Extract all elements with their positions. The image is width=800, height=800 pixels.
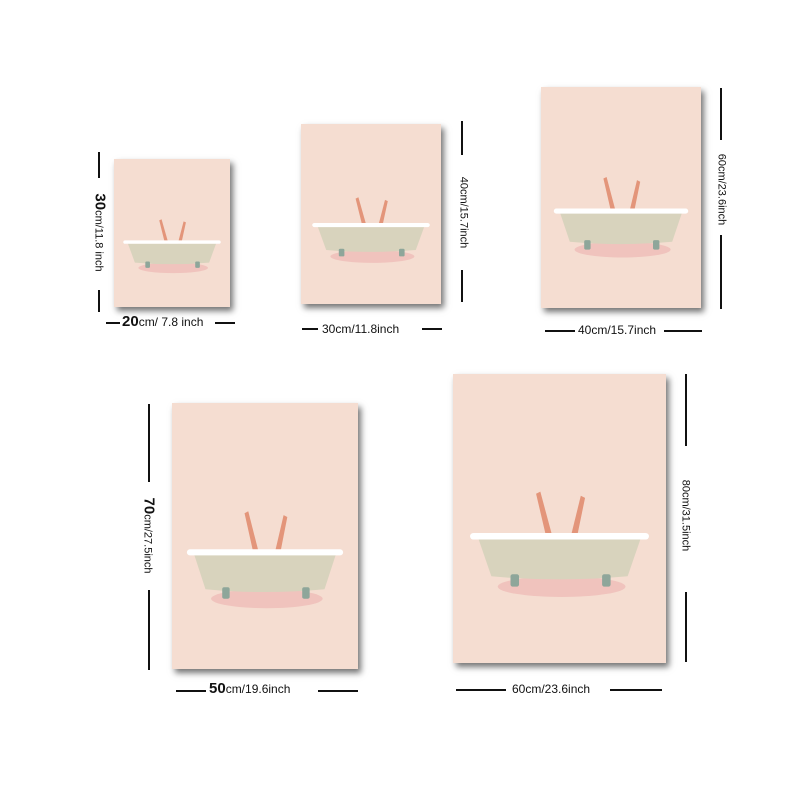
poster-60x80	[453, 374, 666, 663]
width-dimension-line-right	[215, 322, 235, 324]
right-leg	[274, 515, 288, 555]
right-leg	[629, 180, 641, 214]
height-dimension-label: 30cm/11.8 inch	[91, 193, 109, 272]
height-dimension-line-bottom	[148, 590, 150, 670]
height-dimension-label: 80cm/31.5inch	[679, 479, 692, 552]
width-dimension-label: 50cm/19.6inch	[209, 680, 291, 697]
right-leg	[177, 221, 186, 244]
poster-40x60	[541, 87, 701, 308]
left-leg	[159, 219, 169, 244]
width-dimension-label: 20cm/ 7.8 inch	[122, 313, 204, 330]
height-dimension-line-top	[720, 88, 722, 140]
bathtub-illustration	[470, 491, 649, 597]
width-dimension-line-right	[422, 328, 442, 330]
floor-shadow	[497, 576, 626, 597]
bathtub-foot	[602, 574, 611, 587]
poster-30x40	[301, 124, 441, 304]
width-dimension-line-left	[456, 689, 506, 691]
width-dimension-label: 60cm/23.6inch	[512, 682, 591, 696]
height-dimension-label: 70cm/27.5inch	[140, 497, 158, 574]
height-dimension-line-bottom	[685, 592, 687, 662]
width-dimension-line-right	[318, 690, 358, 692]
right-leg	[378, 199, 388, 227]
height-dimension-line-top	[148, 404, 150, 482]
width-dimension-label: 30cm/11.8inch	[322, 322, 400, 336]
bathtub-foot	[302, 587, 310, 599]
floor-shadow	[574, 241, 671, 258]
bathtub-foot	[510, 574, 520, 587]
bathtub-illustration	[553, 176, 689, 258]
poster-20x30	[114, 159, 230, 307]
left-leg	[603, 176, 617, 214]
bathtub-rim	[186, 549, 344, 556]
bathtub-body	[478, 539, 641, 580]
bathtub-body	[127, 243, 217, 265]
bathtub-body	[317, 226, 425, 252]
width-dimension-line-left	[176, 690, 206, 692]
height-dimension-line-bottom	[98, 290, 100, 312]
bathtub-illustration	[186, 511, 344, 609]
right-leg	[570, 495, 586, 540]
bathtub-foot	[195, 261, 200, 268]
height-dimension-line-bottom	[461, 270, 463, 302]
height-dimension-label: 40cm/15.7inch	[457, 176, 470, 249]
height-dimension-line-top	[98, 152, 100, 178]
floor-shadow	[211, 589, 323, 609]
width-dimension-line-right	[664, 330, 702, 332]
height-dimension-line-bottom	[720, 235, 722, 309]
floor-shadow	[138, 262, 208, 274]
bathtub-body	[560, 213, 682, 245]
height-dimension-label: 60cm/23.6inch	[715, 153, 728, 226]
bathtub-body	[194, 555, 336, 593]
bathtub-foot	[399, 248, 405, 257]
bathtub-illustration	[312, 197, 430, 263]
bathtub-rim	[553, 208, 689, 214]
bathtub-foot	[584, 240, 591, 250]
bathtub-foot	[222, 587, 230, 599]
width-dimension-line-left	[302, 328, 318, 330]
left-leg	[536, 491, 554, 540]
width-dimension-label: 40cm/15.7inch	[578, 323, 657, 337]
width-dimension-line-left	[106, 322, 120, 324]
bathtub-illustration	[123, 219, 221, 274]
floor-shadow	[330, 250, 415, 263]
bathtub-foot	[338, 248, 345, 257]
left-leg	[355, 197, 367, 227]
bathtub-rim	[123, 240, 221, 244]
height-dimension-line-top	[685, 374, 687, 446]
width-dimension-line-left	[545, 330, 575, 332]
width-dimension-line-right	[610, 689, 662, 691]
height-dimension-line-top	[461, 121, 463, 155]
bathtub-foot	[145, 261, 150, 268]
poster-50x70	[172, 403, 358, 669]
bathtub-foot	[653, 240, 660, 250]
left-leg	[244, 511, 260, 555]
bathtub-rim	[312, 223, 430, 228]
bathtub-rim	[470, 532, 649, 540]
